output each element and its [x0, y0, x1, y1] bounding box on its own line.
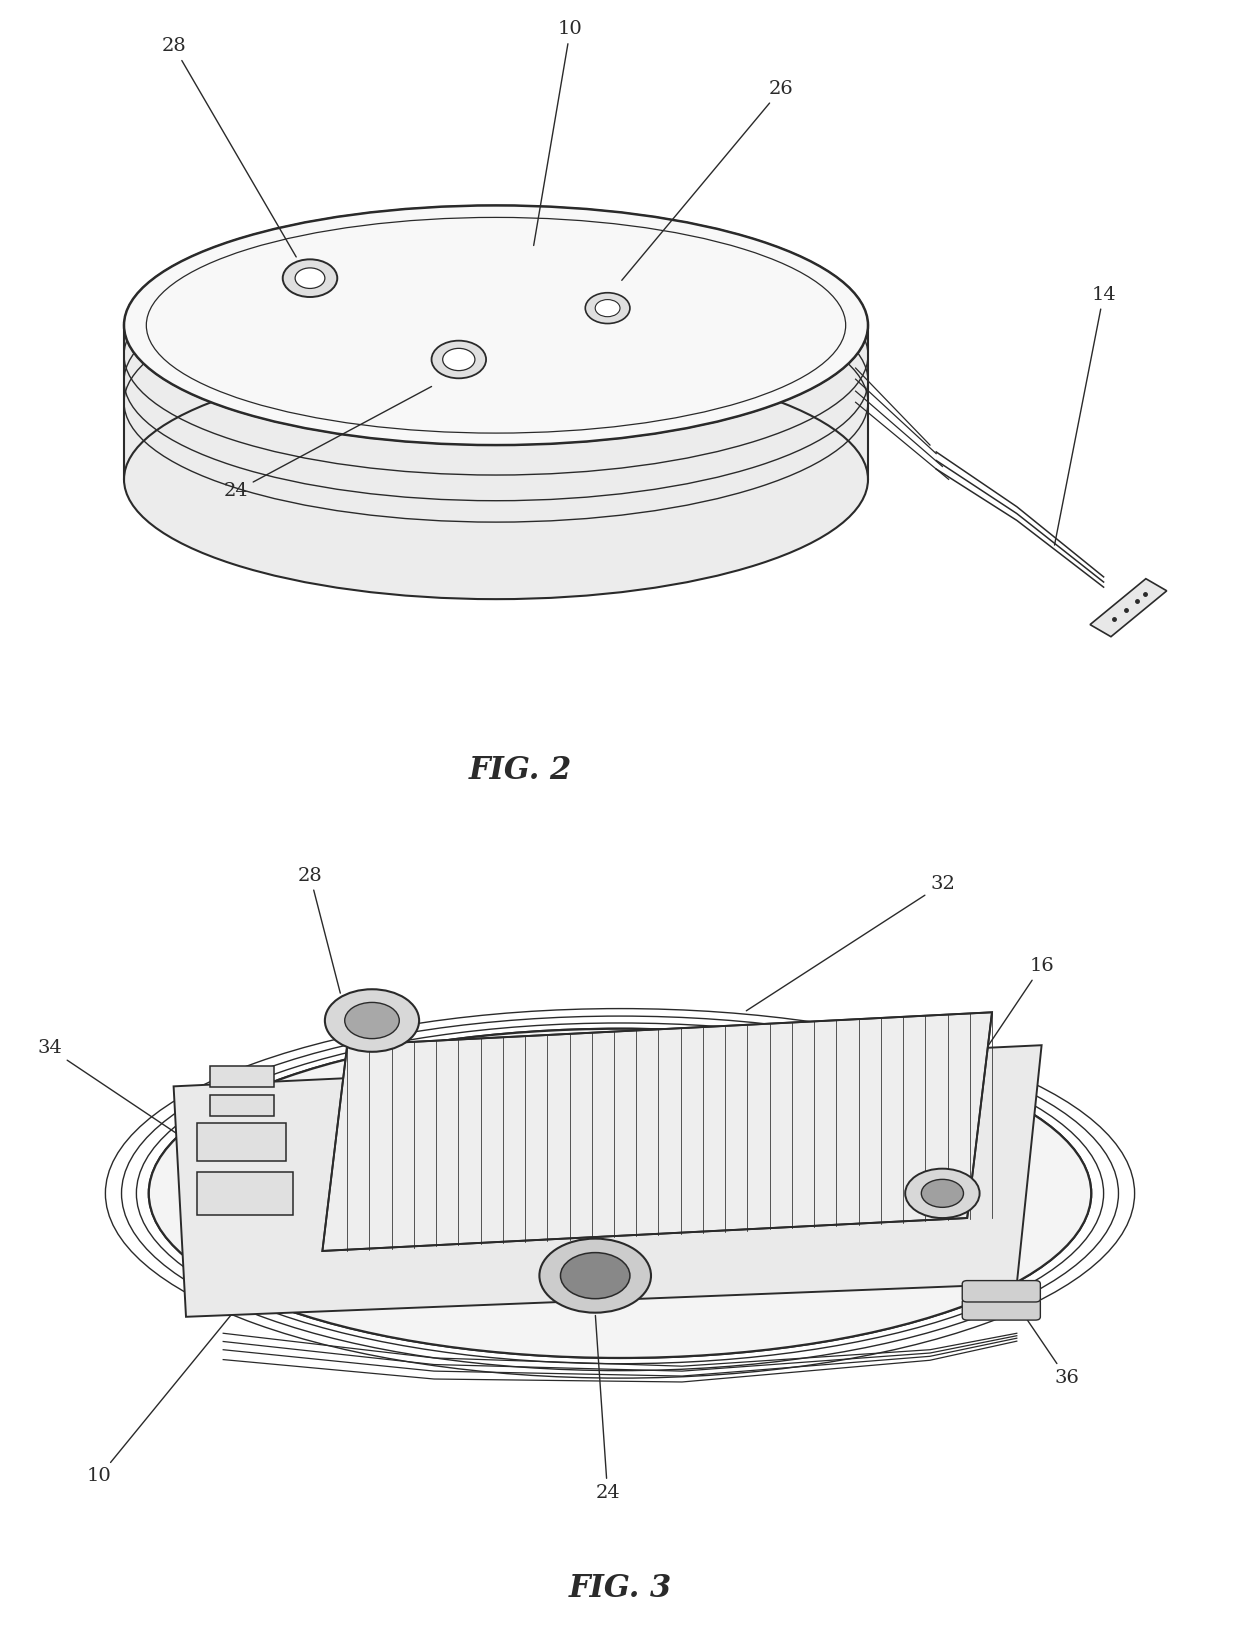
Text: 28: 28: [298, 866, 340, 993]
Text: 10: 10: [533, 20, 583, 245]
Polygon shape: [174, 1045, 1042, 1317]
Circle shape: [539, 1238, 651, 1314]
FancyBboxPatch shape: [197, 1172, 293, 1215]
Text: 34: 34: [37, 1039, 202, 1151]
Ellipse shape: [149, 1029, 1091, 1358]
Polygon shape: [124, 326, 868, 599]
Text: FIG. 2: FIG. 2: [469, 756, 573, 785]
Polygon shape: [1090, 579, 1167, 637]
FancyBboxPatch shape: [210, 1095, 274, 1116]
Circle shape: [325, 989, 419, 1052]
Text: 24: 24: [223, 387, 432, 500]
Circle shape: [295, 268, 325, 288]
Circle shape: [595, 300, 620, 316]
Text: 36: 36: [1018, 1307, 1079, 1386]
Circle shape: [585, 293, 630, 324]
Circle shape: [560, 1253, 630, 1299]
Text: 10: 10: [87, 1314, 232, 1485]
Text: 26: 26: [621, 81, 794, 280]
Text: 32: 32: [746, 874, 955, 1011]
Text: FIG. 3: FIG. 3: [568, 1574, 672, 1603]
Circle shape: [443, 349, 475, 370]
Text: 14: 14: [1054, 285, 1116, 545]
FancyBboxPatch shape: [962, 1299, 1040, 1320]
Text: 26: 26: [980, 1170, 1017, 1192]
Ellipse shape: [124, 206, 868, 444]
Circle shape: [905, 1169, 980, 1218]
Circle shape: [921, 1179, 963, 1208]
FancyBboxPatch shape: [962, 1281, 1040, 1302]
Text: 24: 24: [595, 1315, 620, 1501]
Polygon shape: [322, 1012, 992, 1251]
Circle shape: [432, 341, 486, 379]
Circle shape: [345, 1002, 399, 1039]
FancyBboxPatch shape: [197, 1123, 286, 1162]
Circle shape: [283, 260, 337, 296]
Text: 16: 16: [951, 956, 1054, 1101]
FancyBboxPatch shape: [210, 1067, 274, 1086]
Text: 28: 28: [161, 38, 296, 257]
